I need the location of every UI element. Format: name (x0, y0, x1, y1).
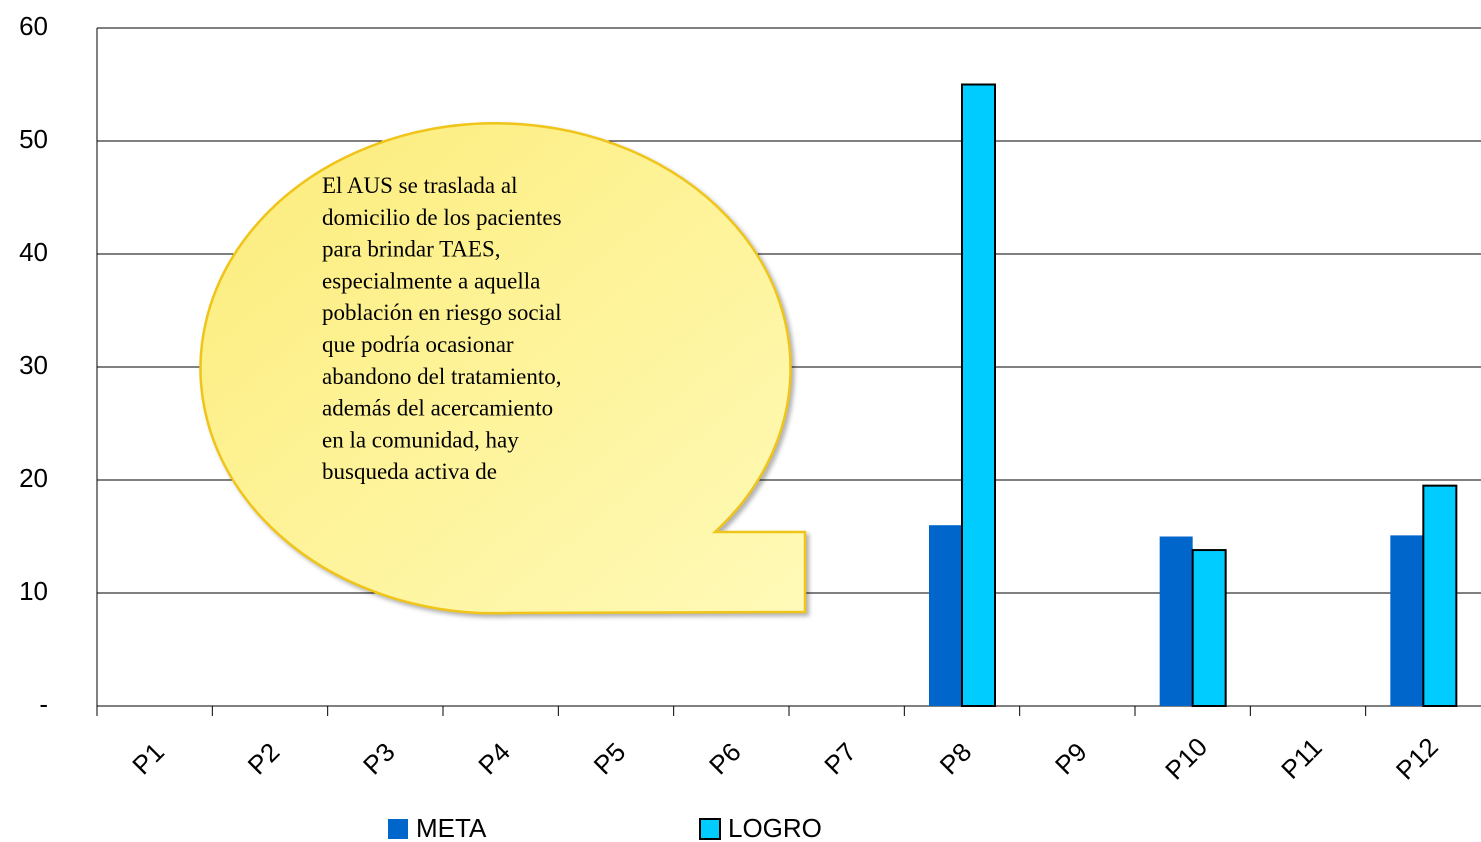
callout-line: para brindar TAES, (322, 237, 501, 262)
x-tick-label: P5 (588, 737, 632, 781)
y-tick-label: 40 (19, 237, 48, 267)
bar (929, 525, 962, 706)
legend-label: META (416, 813, 487, 842)
y-tick-label: 10 (19, 576, 48, 606)
y-tick-label: - (39, 689, 48, 719)
bar (1191, 549, 1227, 707)
bar (1422, 484, 1458, 707)
x-tick-label: P2 (242, 737, 286, 781)
legend-swatch (388, 819, 408, 839)
callout-line: que podría ocasionar (322, 332, 514, 357)
bar (1390, 535, 1424, 706)
x-tick-label: P10 (1159, 732, 1213, 786)
x-tick-label: P12 (1390, 732, 1444, 786)
x-tick-label: P11 (1275, 732, 1328, 785)
y-tick-label: 20 (19, 463, 48, 493)
bar (1159, 536, 1193, 706)
x-tick-label: P9 (1049, 737, 1093, 781)
y-tick-label: 30 (19, 350, 48, 380)
callout-line: especialmente a aquella (322, 268, 540, 293)
x-tick-label: P4 (472, 737, 516, 781)
callout-line: El AUS se traslada al (322, 173, 517, 198)
x-tick-label: P6 (703, 737, 747, 781)
callout-line: en la comunidad, hay (322, 427, 519, 452)
y-tick-label: 60 (19, 11, 48, 41)
callout-line: busqueda activa de (322, 459, 497, 484)
callout-text: El AUS se traslada al domicilio de los pa… (322, 173, 562, 484)
callout-line: población en riesgo social (322, 300, 562, 325)
callout-bubble (199, 122, 807, 615)
callout-line: abandono del tratamiento, (322, 364, 562, 389)
x-tick-label: P1 (126, 737, 170, 781)
bar (961, 83, 996, 707)
callout-line: domicilio de los pacientes (322, 205, 562, 230)
y-tick-label: 50 (19, 124, 48, 154)
callout-line: además del acercamiento (322, 396, 553, 421)
legend-swatch (699, 818, 721, 840)
legend-label: LOGRO (728, 813, 822, 842)
x-tick-label: P3 (357, 737, 401, 781)
x-tick-label: P8 (934, 737, 978, 781)
x-tick-label: P7 (818, 737, 862, 781)
